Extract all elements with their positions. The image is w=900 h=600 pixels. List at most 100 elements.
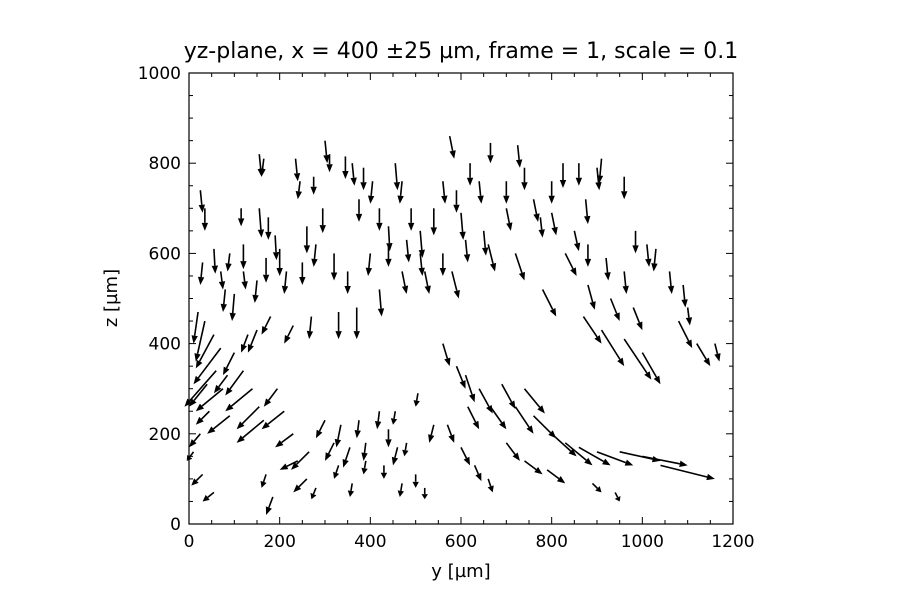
arrow-head — [681, 299, 688, 308]
vector-arrow — [365, 253, 373, 276]
vector-arrow — [191, 311, 199, 344]
arrow-shaft — [451, 271, 458, 291]
arrow-head — [463, 456, 471, 466]
arrow-shaft — [294, 158, 298, 174]
arrow-head — [538, 229, 545, 238]
arrow-head — [441, 195, 448, 204]
arrow-shaft — [423, 271, 429, 287]
vector-arrow — [334, 424, 342, 448]
arrow-shaft — [286, 460, 299, 468]
arrow-head — [198, 204, 205, 213]
arrow-head — [573, 242, 581, 252]
vector-arrow — [225, 253, 232, 272]
vector-arrow — [404, 239, 412, 263]
arrow-shaft — [393, 411, 397, 419]
vector-arrow — [564, 442, 593, 466]
vector-arrow — [523, 460, 543, 475]
arrow-shaft — [442, 181, 446, 196]
x-tick-label: 400 — [354, 532, 386, 552]
arrow-shaft — [653, 248, 657, 264]
vector-arrow — [291, 451, 310, 470]
y-tick-label: 400 — [149, 335, 181, 355]
arrow-head — [247, 344, 254, 353]
vector-arrow — [323, 140, 330, 164]
arrow-shaft — [287, 325, 294, 337]
arrow-shaft — [196, 320, 206, 355]
arrow-head — [344, 285, 351, 294]
vector-arrow — [430, 208, 437, 236]
arrow-head — [330, 272, 338, 281]
vector-arrow — [193, 347, 222, 385]
arrow-head — [482, 247, 489, 256]
vector-arrow — [582, 316, 602, 344]
arrow-shaft — [551, 433, 572, 452]
vector-arrow — [591, 482, 602, 493]
vector-arrow — [303, 226, 311, 254]
vector-arrow — [326, 154, 333, 173]
vector-arrow — [487, 478, 494, 493]
arrow-shaft — [344, 447, 351, 461]
vector-arrow — [575, 163, 583, 186]
arrow-head — [315, 429, 323, 439]
arrow-shaft — [460, 212, 464, 232]
vector-arrow — [380, 465, 388, 479]
arrow-head — [240, 261, 247, 270]
plot-frame — [188, 72, 734, 525]
arrow-head — [281, 285, 289, 294]
vector-arrow — [390, 411, 398, 425]
vector-arrow — [393, 163, 401, 191]
arrow-shaft — [714, 343, 719, 355]
vector-arrow — [265, 496, 274, 515]
arrow-head — [291, 461, 299, 470]
arrow-shaft — [189, 370, 217, 402]
arrow-head — [391, 456, 399, 466]
arrow-head — [613, 312, 620, 322]
arrow-shaft — [400, 483, 403, 491]
arrow-head — [262, 274, 270, 283]
vector-arrow — [478, 388, 493, 414]
arrow-shaft — [200, 410, 210, 420]
arrow-shaft — [641, 352, 658, 378]
vector-arrow — [265, 217, 272, 240]
arrow-shaft — [356, 420, 360, 431]
arrow-shaft — [243, 334, 249, 346]
arrow-head — [361, 452, 368, 461]
vector-arrow — [428, 424, 435, 443]
arrow-head — [261, 325, 268, 335]
arrow-head — [335, 331, 342, 340]
vector-arrow — [295, 181, 302, 200]
arrow-shaft — [363, 442, 367, 454]
arrow-shaft — [189, 451, 195, 458]
arrow-shaft — [682, 284, 686, 300]
vector-arrow — [623, 338, 652, 380]
arrow-head — [293, 484, 302, 493]
vector-arrow — [310, 487, 317, 500]
vector-arrow — [614, 492, 621, 502]
arrow-shaft — [201, 388, 224, 407]
arrow-head — [376, 222, 383, 231]
arrow-head — [310, 186, 317, 195]
vector-arrow — [439, 253, 447, 276]
arrow-head — [201, 222, 209, 231]
arrow-head — [413, 400, 420, 407]
vector-arrow — [342, 156, 349, 179]
arrow-head — [194, 353, 201, 362]
arrow-head — [257, 229, 265, 238]
arrow-head — [596, 175, 604, 184]
vector-arrow — [207, 415, 231, 434]
arrow-shaft — [514, 253, 523, 274]
arrow-shaft — [430, 424, 435, 436]
vector-arrow — [377, 289, 385, 317]
vector-arrow — [347, 483, 355, 497]
vector-arrow — [385, 429, 392, 448]
arrow-shaft — [193, 383, 208, 402]
arrow-head — [428, 434, 435, 443]
arrow-shaft — [241, 406, 260, 425]
arrow-shaft — [686, 307, 690, 318]
arrow-head — [259, 168, 266, 177]
vector-arrow — [515, 145, 523, 168]
arrow-shaft — [582, 316, 598, 338]
vector-arrow — [677, 320, 693, 349]
vector-arrow — [262, 257, 270, 283]
vector-arrow — [293, 478, 308, 493]
